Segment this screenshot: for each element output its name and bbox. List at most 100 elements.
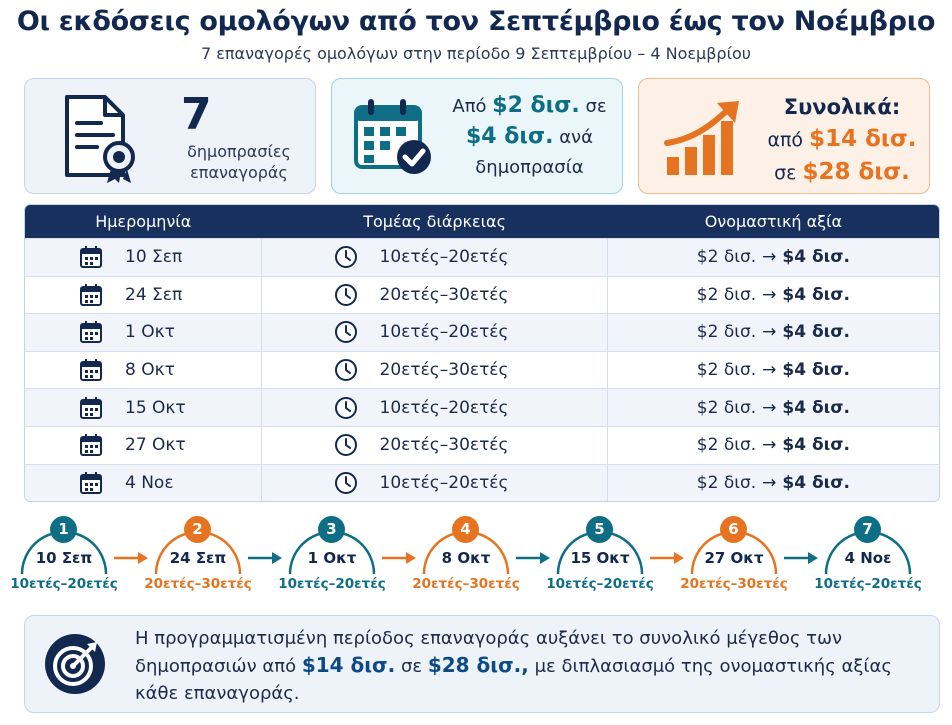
sector-cell: 10ετές–20ετές — [262, 314, 608, 351]
value-from: $2 δισ. — [696, 360, 757, 381]
value-cell: $2 δισ. → $4 δισ. — [608, 398, 939, 418]
step-date: 15 Οκτ — [570, 549, 630, 567]
date-cell: 1 Οκτ — [25, 314, 262, 351]
per-auction-text: Από $2 δισ. σε $4 δισ. ανά δημοπρασία — [452, 93, 607, 178]
calendar-icon — [79, 396, 125, 420]
value-to: $4 δισ. — [782, 247, 850, 268]
value-to: $4 δισ. — [782, 397, 850, 418]
step-date: 8 Οκτ — [441, 549, 491, 567]
timeline-arrow-icon — [782, 550, 820, 566]
auction-count-label: δημοπρασίες επαναγοράς — [187, 142, 291, 182]
step-number: 7 — [854, 516, 881, 543]
date-text: 15 Οκτ — [125, 397, 186, 418]
step-date: 10 Σεπ — [35, 549, 93, 567]
sector-cell: 20ετές–30ετές — [262, 351, 608, 389]
date-cell: 15 Οκτ — [25, 389, 262, 426]
clock-icon — [334, 283, 380, 307]
value-to: $4 δισ. — [782, 322, 850, 343]
date-text: 24 Σεπ — [125, 284, 183, 305]
date-cell: 24 Σεπ — [25, 276, 262, 314]
calendar-icon — [79, 471, 125, 495]
per-auction-card: Από $2 δισ. σε $4 δισ. ανά δημοπρασία — [331, 78, 623, 194]
sector-cell: 10ετές–20ετές — [262, 389, 608, 426]
step-date: 4 Νοε — [844, 549, 892, 567]
clock-icon — [334, 358, 380, 382]
value-from: $2 δισ. — [696, 247, 757, 268]
clock-icon — [334, 396, 380, 420]
timeline-arrow-icon — [380, 550, 418, 566]
total-text: Συνολικά: από $14 δισ. σε $28 δισ. — [767, 95, 917, 185]
header-value: Ονομαστική αξία — [704, 212, 843, 231]
arrow-right-icon: → — [762, 322, 777, 343]
calendar-icon — [79, 245, 125, 269]
summary-note: Η προγραμματισμένη περίοδος επαναγοράς α… — [24, 615, 940, 713]
table-row: 24 Σεπ 20ετές–30ετές $2 δισ. → $4 δισ. — [25, 275, 939, 314]
date-cell: 8 Οκτ — [25, 351, 262, 389]
table-row: 15 Οκτ 10ετές–20ετές $2 δισ. → $4 δισ. — [25, 388, 939, 426]
note-text: Η προγραμματισμένη περίοδος επαναγοράς α… — [135, 628, 892, 704]
sector-cell: 20ετές–30ετές — [262, 276, 608, 314]
arrow-right-icon: → — [762, 472, 777, 493]
step-sector: 10ετές–20ετές — [10, 576, 118, 592]
step-number: 1 — [50, 516, 77, 543]
step-sector: 20ετές–30ετές — [680, 576, 788, 592]
calendar-icon — [79, 433, 125, 457]
value-cell: $2 δισ. → $4 δισ. — [608, 360, 939, 380]
clock-icon — [334, 320, 380, 344]
auction-count-value: 7 — [181, 89, 212, 140]
arrow-right-icon: → — [762, 284, 777, 305]
table-header: Ημερομηνία Τομέας διάρκειας Ονομαστική α… — [25, 205, 939, 238]
step-number: 3 — [318, 516, 345, 543]
auction-count-card: 7 δημοπρασίες επαναγοράς — [24, 78, 316, 194]
auction-table: Ημερομηνία Τομέας διάρκειας Ονομαστική α… — [24, 204, 940, 503]
date-cell: 27 Οκτ — [25, 426, 262, 464]
value-cell: $2 δισ. → $4 δισ. — [608, 285, 939, 305]
table-row: 10 Σεπ 10ετές–20ετές $2 δισ. → $4 δισ. — [25, 238, 939, 276]
sector-text: 10ετές–20ετές — [379, 247, 509, 268]
table-row: 8 Οκτ 20ετές–30ετές $2 δισ. → $4 δισ. — [25, 350, 939, 389]
sector-text: 20ετές–30ετές — [379, 435, 509, 456]
page-title: Οι εκδόσεις ομολόγων από τον Σεπτέμβριο … — [16, 6, 936, 37]
clock-icon — [334, 471, 380, 495]
total-card: Συνολικά: από $14 δισ. σε $28 δισ. — [638, 78, 930, 194]
header-date: Ημερομηνία — [95, 212, 192, 231]
sector-cell: 10ετές–20ετές — [262, 464, 608, 502]
table-body: 10 Σεπ 10ετές–20ετές $2 δισ. → $4 δισ. 24 Σεπ… — [25, 238, 939, 502]
arrow-right-icon: → — [762, 435, 777, 456]
value-from: $2 δισ. — [696, 322, 757, 343]
timeline: 1 10 Σεπ 10ετές–20ετές 2 24 Σεπ 20ετές–30ετές… — [0, 510, 952, 600]
value-to: $4 δισ. — [782, 360, 850, 381]
step-sector: 20ετές–30ετές — [144, 576, 252, 592]
value-from: $2 δισ. — [696, 435, 757, 456]
value-to: $4 δισ. — [782, 472, 850, 493]
date-text: 10 Σεπ — [125, 247, 183, 268]
calendar-icon — [79, 358, 125, 382]
timeline-arrow-icon — [112, 550, 150, 566]
value-from: $2 δισ. — [696, 397, 757, 418]
value-to: $4 δισ. — [782, 284, 850, 305]
header-sector: Τομέας διάρκειας — [363, 212, 506, 231]
date-text: 27 Οκτ — [125, 435, 186, 456]
page-subtitle: 7 επαναγορές ομολόγων στην περίοδο 9 Σεπ… — [200, 44, 752, 63]
step-number: 5 — [586, 516, 613, 543]
step-number: 2 — [184, 516, 211, 543]
calendar-icon — [79, 320, 125, 344]
arrow-right-icon: → — [762, 247, 777, 268]
step-sector: 10ετές–20ετές — [278, 576, 386, 592]
value-cell: $2 δισ. → $4 δισ. — [608, 435, 939, 455]
date-text: 4 Νοε — [125, 472, 174, 493]
sector-cell: 20ετές–30ετές — [262, 426, 608, 464]
clock-icon — [334, 433, 380, 457]
table-row: 27 Οκτ 20ετές–30ετές $2 δισ. → $4 δισ. — [25, 425, 939, 464]
timeline-arrow-icon — [648, 550, 686, 566]
sector-text: 20ετές–30ετές — [379, 360, 509, 381]
value-cell: $2 δισ. → $4 δισ. — [608, 247, 939, 267]
step-sector: 10ετές–20ετές — [546, 576, 654, 592]
timeline-arrow-icon — [246, 550, 284, 566]
target-icon — [45, 634, 105, 694]
calendar-check-icon — [354, 99, 431, 174]
calendar-icon — [79, 283, 125, 307]
arrow-right-icon: → — [762, 360, 777, 381]
sector-cell: 10ετές–20ετές — [262, 239, 608, 276]
sector-text: 10ετές–20ετές — [379, 397, 509, 418]
